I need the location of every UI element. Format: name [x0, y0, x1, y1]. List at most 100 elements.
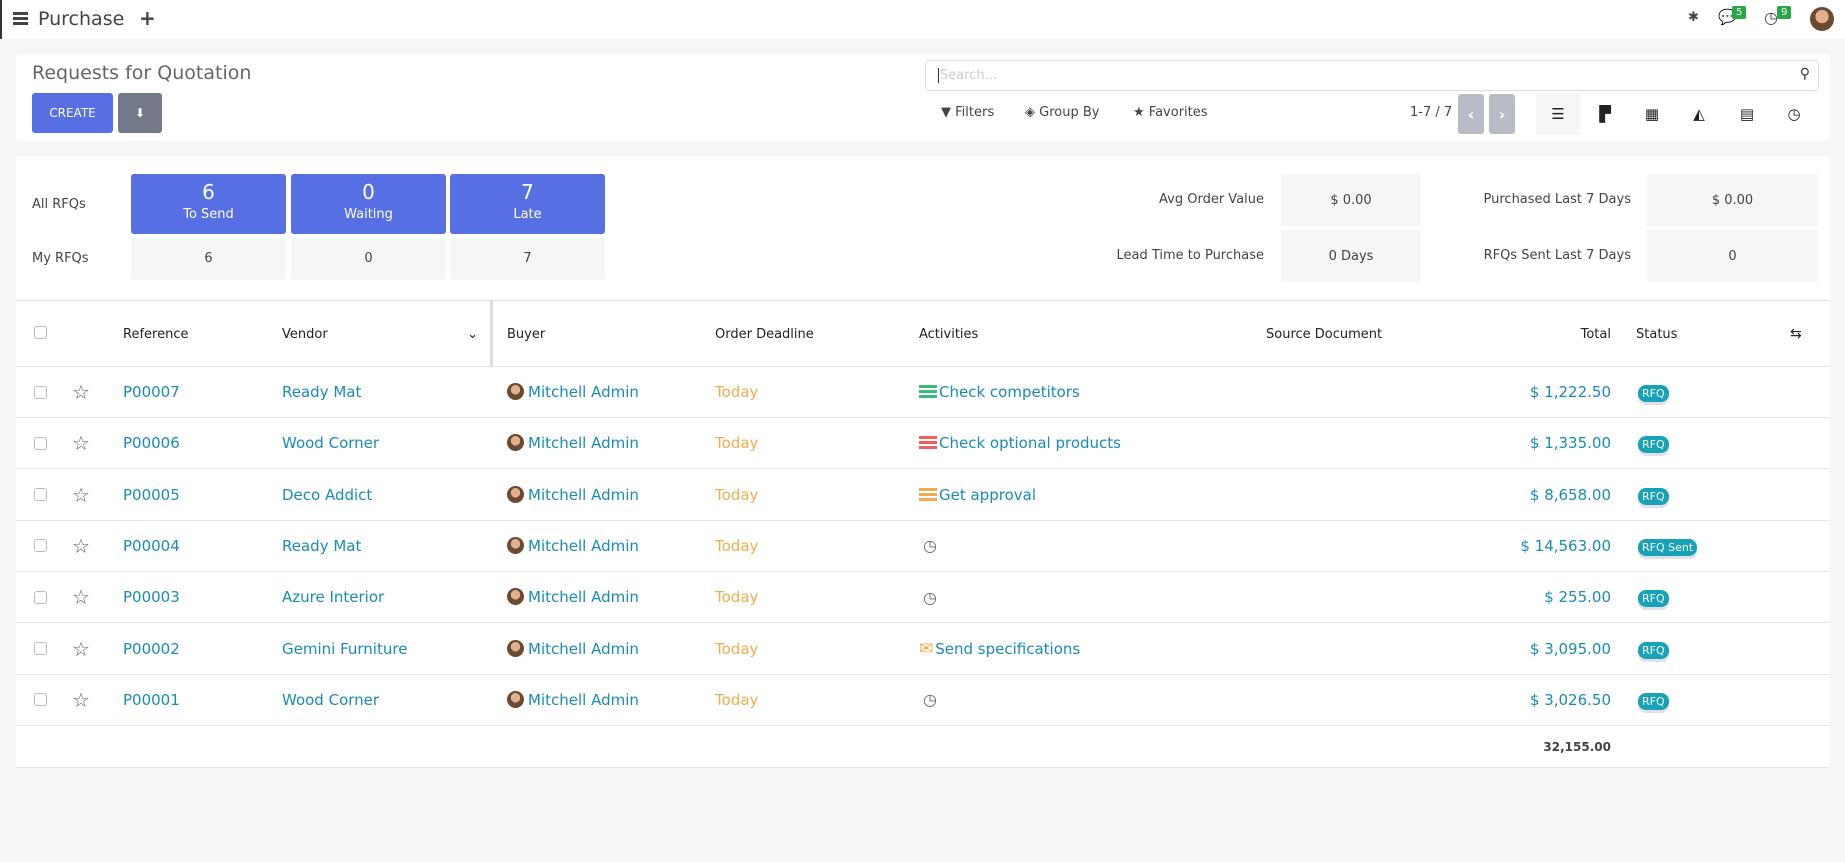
pager-next-button[interactable]: ›	[1489, 94, 1515, 134]
pager-value[interactable]: 1-7 / 7	[1410, 105, 1453, 120]
buyer[interactable]: Mitchell Admin	[493, 690, 715, 709]
order-deadline: Today	[715, 639, 759, 658]
star-icon[interactable]: ☆	[72, 431, 90, 456]
my-rfq-tile[interactable]: 7	[450, 238, 605, 280]
activity-clock-icon[interactable]: ◷	[1764, 8, 1778, 27]
star-icon[interactable]: ☆	[72, 482, 90, 507]
row-checkbox[interactable]	[34, 385, 47, 399]
search-icon[interactable]: ⚲	[1799, 66, 1810, 82]
row-checkbox[interactable]	[34, 539, 47, 553]
table-row[interactable]: ☆ P00001 Wood Corner Mitchell Admin Toda…	[16, 675, 1830, 726]
layers-icon: ◈	[1025, 105, 1035, 120]
lead-time[interactable]: 0 Days	[1281, 230, 1421, 282]
vendor[interactable]: Ready Mat	[282, 536, 362, 555]
favorites-button[interactable]: ★ Favorites	[1133, 105, 1208, 120]
favorites-label: Favorites	[1148, 105, 1208, 120]
avg-order-value[interactable]: $ 0.00	[1281, 174, 1421, 226]
table-row[interactable]: ☆ P00005 Deco Addict Mitchell Admin Toda…	[16, 470, 1830, 521]
clock-icon[interactable]: ◷	[923, 690, 937, 710]
reference[interactable]: P00001	[123, 690, 180, 709]
chevron-down-icon: ⌄	[467, 326, 478, 342]
column-reference[interactable]: Reference	[123, 326, 189, 342]
column-source[interactable]: Source Document	[1266, 326, 1383, 342]
star-icon[interactable]: ☆	[72, 687, 90, 712]
pager-previous-button[interactable]: ‹	[1458, 94, 1484, 134]
star-icon[interactable]: ☆	[72, 585, 90, 610]
graph-view-button[interactable]: ◭	[1693, 105, 1705, 123]
vendor[interactable]: Deco Addict	[282, 485, 373, 504]
create-button[interactable]: CREATE	[32, 93, 113, 133]
activity-view-button[interactable]: ◷	[1787, 105, 1801, 123]
order-deadline: Today	[715, 588, 759, 607]
user-avatar[interactable]	[1810, 7, 1834, 31]
list-view-button[interactable]: ☰	[1536, 93, 1580, 135]
buyer[interactable]: Mitchell Admin	[493, 536, 715, 555]
buyer-avatar	[507, 383, 524, 400]
table-row[interactable]: ☆ P00003 Azure Interior Mitchell Admin T…	[16, 572, 1830, 624]
reference[interactable]: P00003	[123, 588, 180, 607]
vendor[interactable]: Wood Corner	[282, 434, 380, 453]
column-total[interactable]: Total	[1580, 326, 1611, 342]
table-row[interactable]: ☆ P00006 Wood Corner Mitchell Admin Toda…	[16, 418, 1830, 470]
star-icon[interactable]: ☆	[72, 533, 90, 558]
pivot-view-button[interactable]: ▦	[1644, 105, 1660, 123]
row-checkbox[interactable]	[34, 590, 47, 604]
purchased-last-7-days[interactable]: $ 0.00	[1647, 174, 1818, 226]
calendar-view-button[interactable]: ▤	[1739, 105, 1755, 123]
vendor[interactable]: Ready Mat	[282, 383, 362, 401]
column-buyer[interactable]: Buyer	[507, 326, 546, 342]
row-checkbox[interactable]	[34, 642, 47, 655]
tile-count: 0	[362, 180, 375, 204]
my-rfq-tile[interactable]: 0	[291, 238, 446, 280]
optional-columns-icon[interactable]: ⇆	[1790, 326, 1802, 342]
reference[interactable]: P00006	[123, 434, 180, 453]
star-icon[interactable]: ☆	[72, 380, 90, 404]
rfq-tile[interactable]: 0 Waiting	[291, 174, 446, 234]
reference[interactable]: P00004	[123, 536, 180, 555]
vendor[interactable]: Wood Corner	[282, 690, 380, 709]
buyer[interactable]: Mitchell Admin	[493, 639, 715, 658]
clock-icon[interactable]: ◷	[923, 536, 937, 556]
plus-icon[interactable]: +	[139, 6, 156, 30]
column-vendor[interactable]: Vendor ⌄	[282, 301, 493, 367]
buyer-avatar	[507, 485, 524, 503]
reference[interactable]: P00002	[123, 639, 180, 658]
bug-icon[interactable]: ✱	[1688, 10, 1699, 25]
buyer[interactable]: Mitchell Admin	[493, 485, 715, 504]
rfqs-sent-last-7-days[interactable]: 0	[1647, 230, 1818, 282]
buyer[interactable]: Mitchell Admin	[493, 383, 715, 401]
table-row[interactable]: ☆ P00002 Gemini Furniture Mitchell Admin…	[16, 624, 1830, 675]
activity-link[interactable]: Get approval	[919, 486, 1251, 504]
reference[interactable]: P00005	[123, 485, 180, 504]
row-checkbox[interactable]	[34, 436, 47, 450]
column-deadline[interactable]: Order Deadline	[715, 326, 814, 342]
vendor[interactable]: Azure Interior	[282, 588, 385, 607]
table-row[interactable]: ☆ P00007 Ready Mat Mitchell Admin Today …	[16, 367, 1830, 418]
vendor[interactable]: Gemini Furniture	[282, 639, 408, 658]
activity-link[interactable]: Check optional products	[919, 434, 1251, 452]
column-activities[interactable]: Activities	[919, 326, 979, 342]
my-rfq-tile[interactable]: 6	[131, 238, 286, 280]
buyer[interactable]: Mitchell Admin	[493, 434, 715, 452]
rfq-tile[interactable]: 6 To Send	[131, 174, 286, 234]
search-input[interactable]: Search... ⚲	[925, 60, 1819, 91]
group-by-button[interactable]: ◈ Group By	[1025, 105, 1099, 120]
menu-icon[interactable]	[13, 12, 28, 25]
reference[interactable]: P00007	[123, 383, 180, 401]
kanban-view-button[interactable]: ▛	[1599, 105, 1611, 123]
row-checkbox[interactable]	[34, 488, 47, 502]
activity-link[interactable]: ✉ Send specifications	[919, 639, 1251, 659]
select-all-checkbox[interactable]	[34, 325, 47, 339]
rfq-tile[interactable]: 7 Late	[450, 174, 605, 234]
buyer[interactable]: Mitchell Admin	[493, 588, 715, 606]
app-title[interactable]: Purchase	[38, 8, 125, 30]
star-icon[interactable]: ☆	[72, 636, 90, 661]
table-row[interactable]: ☆ P00004 Ready Mat Mitchell Admin Today …	[16, 521, 1830, 572]
download-button[interactable]: ⬇	[118, 93, 162, 133]
clock-icon[interactable]: ◷	[923, 587, 937, 607]
activity-link[interactable]: Check competitors	[919, 383, 1251, 401]
total: $ 8,658.00	[1529, 485, 1611, 504]
filters-button[interactable]: ▼ Filters	[941, 105, 994, 120]
column-status[interactable]: Status	[1636, 326, 1678, 342]
row-checkbox[interactable]	[34, 693, 47, 707]
